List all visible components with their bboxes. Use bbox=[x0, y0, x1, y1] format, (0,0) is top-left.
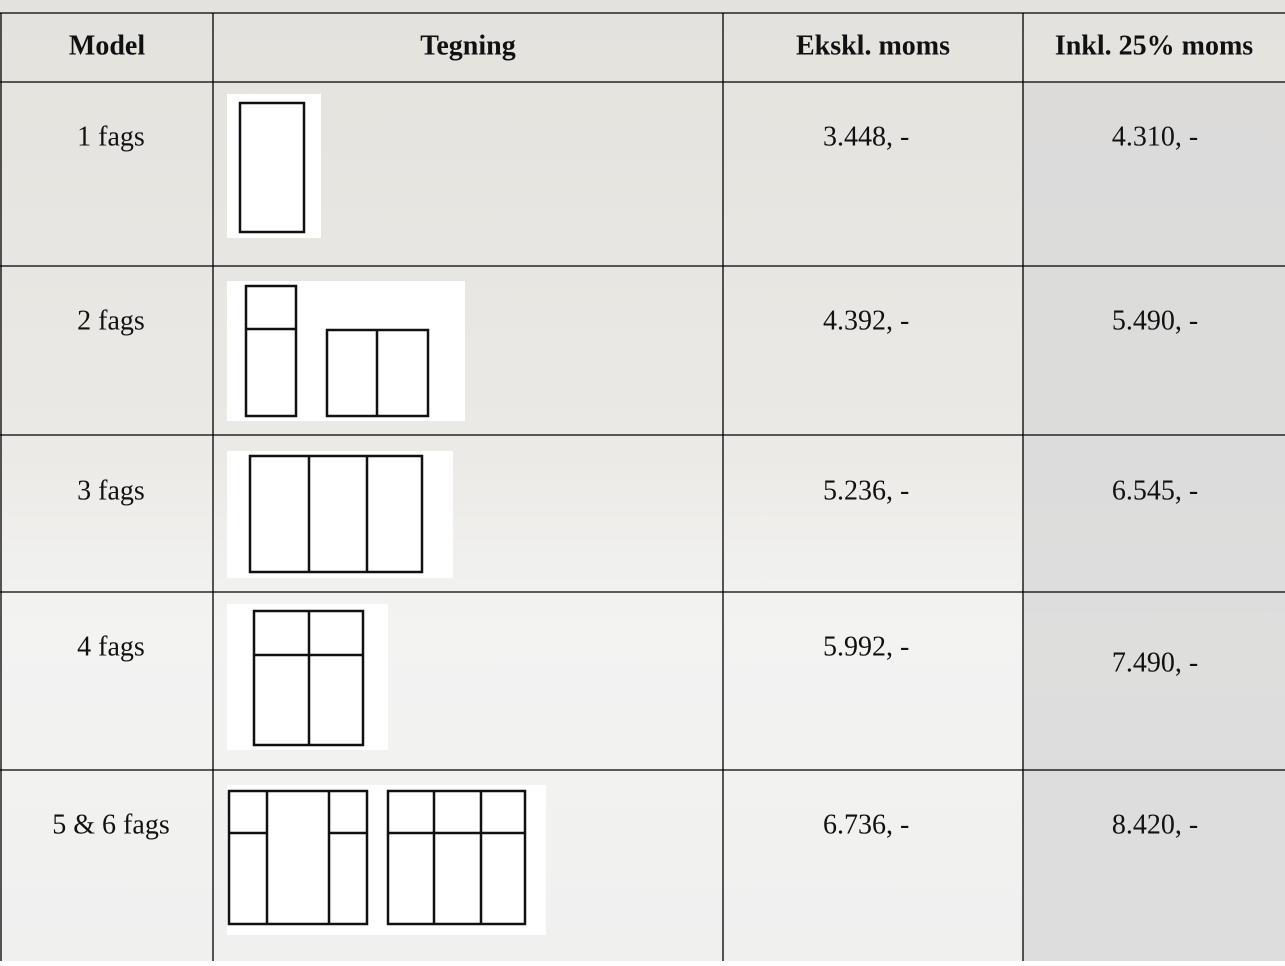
model-name: 1 fags bbox=[77, 121, 145, 152]
price-ex-vat: 5.236, - bbox=[823, 475, 909, 506]
price-table: Model Tegning Ekskl. moms Inkl. 25% moms 1 f… bbox=[0, 0, 1285, 961]
column-header: Model bbox=[69, 30, 145, 61]
price-inc-vat: 7.490, - bbox=[1112, 647, 1198, 678]
model-name: 2 fags bbox=[77, 305, 145, 336]
drawing-5 bbox=[227, 785, 546, 935]
price-ex-vat: 6.736, - bbox=[823, 809, 909, 840]
model-name: 4 fags bbox=[77, 631, 145, 662]
price-inc-vat: 5.490, - bbox=[1112, 305, 1198, 336]
price-ex-vat: 3.448, - bbox=[823, 121, 909, 152]
column-header: Ekskl. moms bbox=[796, 30, 950, 61]
price-inc-vat: 6.545, - bbox=[1112, 475, 1198, 506]
column-header: Tegning bbox=[420, 30, 515, 61]
price-ex-vat: 5.992, - bbox=[823, 631, 909, 662]
price-inc-vat: 8.420, - bbox=[1112, 809, 1198, 840]
model-name: 3 fags bbox=[77, 475, 145, 506]
price-ex-vat: 4.392, - bbox=[823, 305, 909, 336]
drawing-4 bbox=[227, 604, 388, 750]
drawing-1 bbox=[227, 94, 321, 238]
column-header: Inkl. 25% moms bbox=[1055, 30, 1253, 61]
model-name: 5 & 6 fags bbox=[52, 809, 169, 840]
drawing-2 bbox=[227, 281, 465, 421]
drawing-3 bbox=[227, 451, 453, 578]
page: Model Tegning Ekskl. moms Inkl. 25% moms 1 f… bbox=[0, 0, 1285, 961]
price-inc-vat: 4.310, - bbox=[1112, 121, 1198, 152]
